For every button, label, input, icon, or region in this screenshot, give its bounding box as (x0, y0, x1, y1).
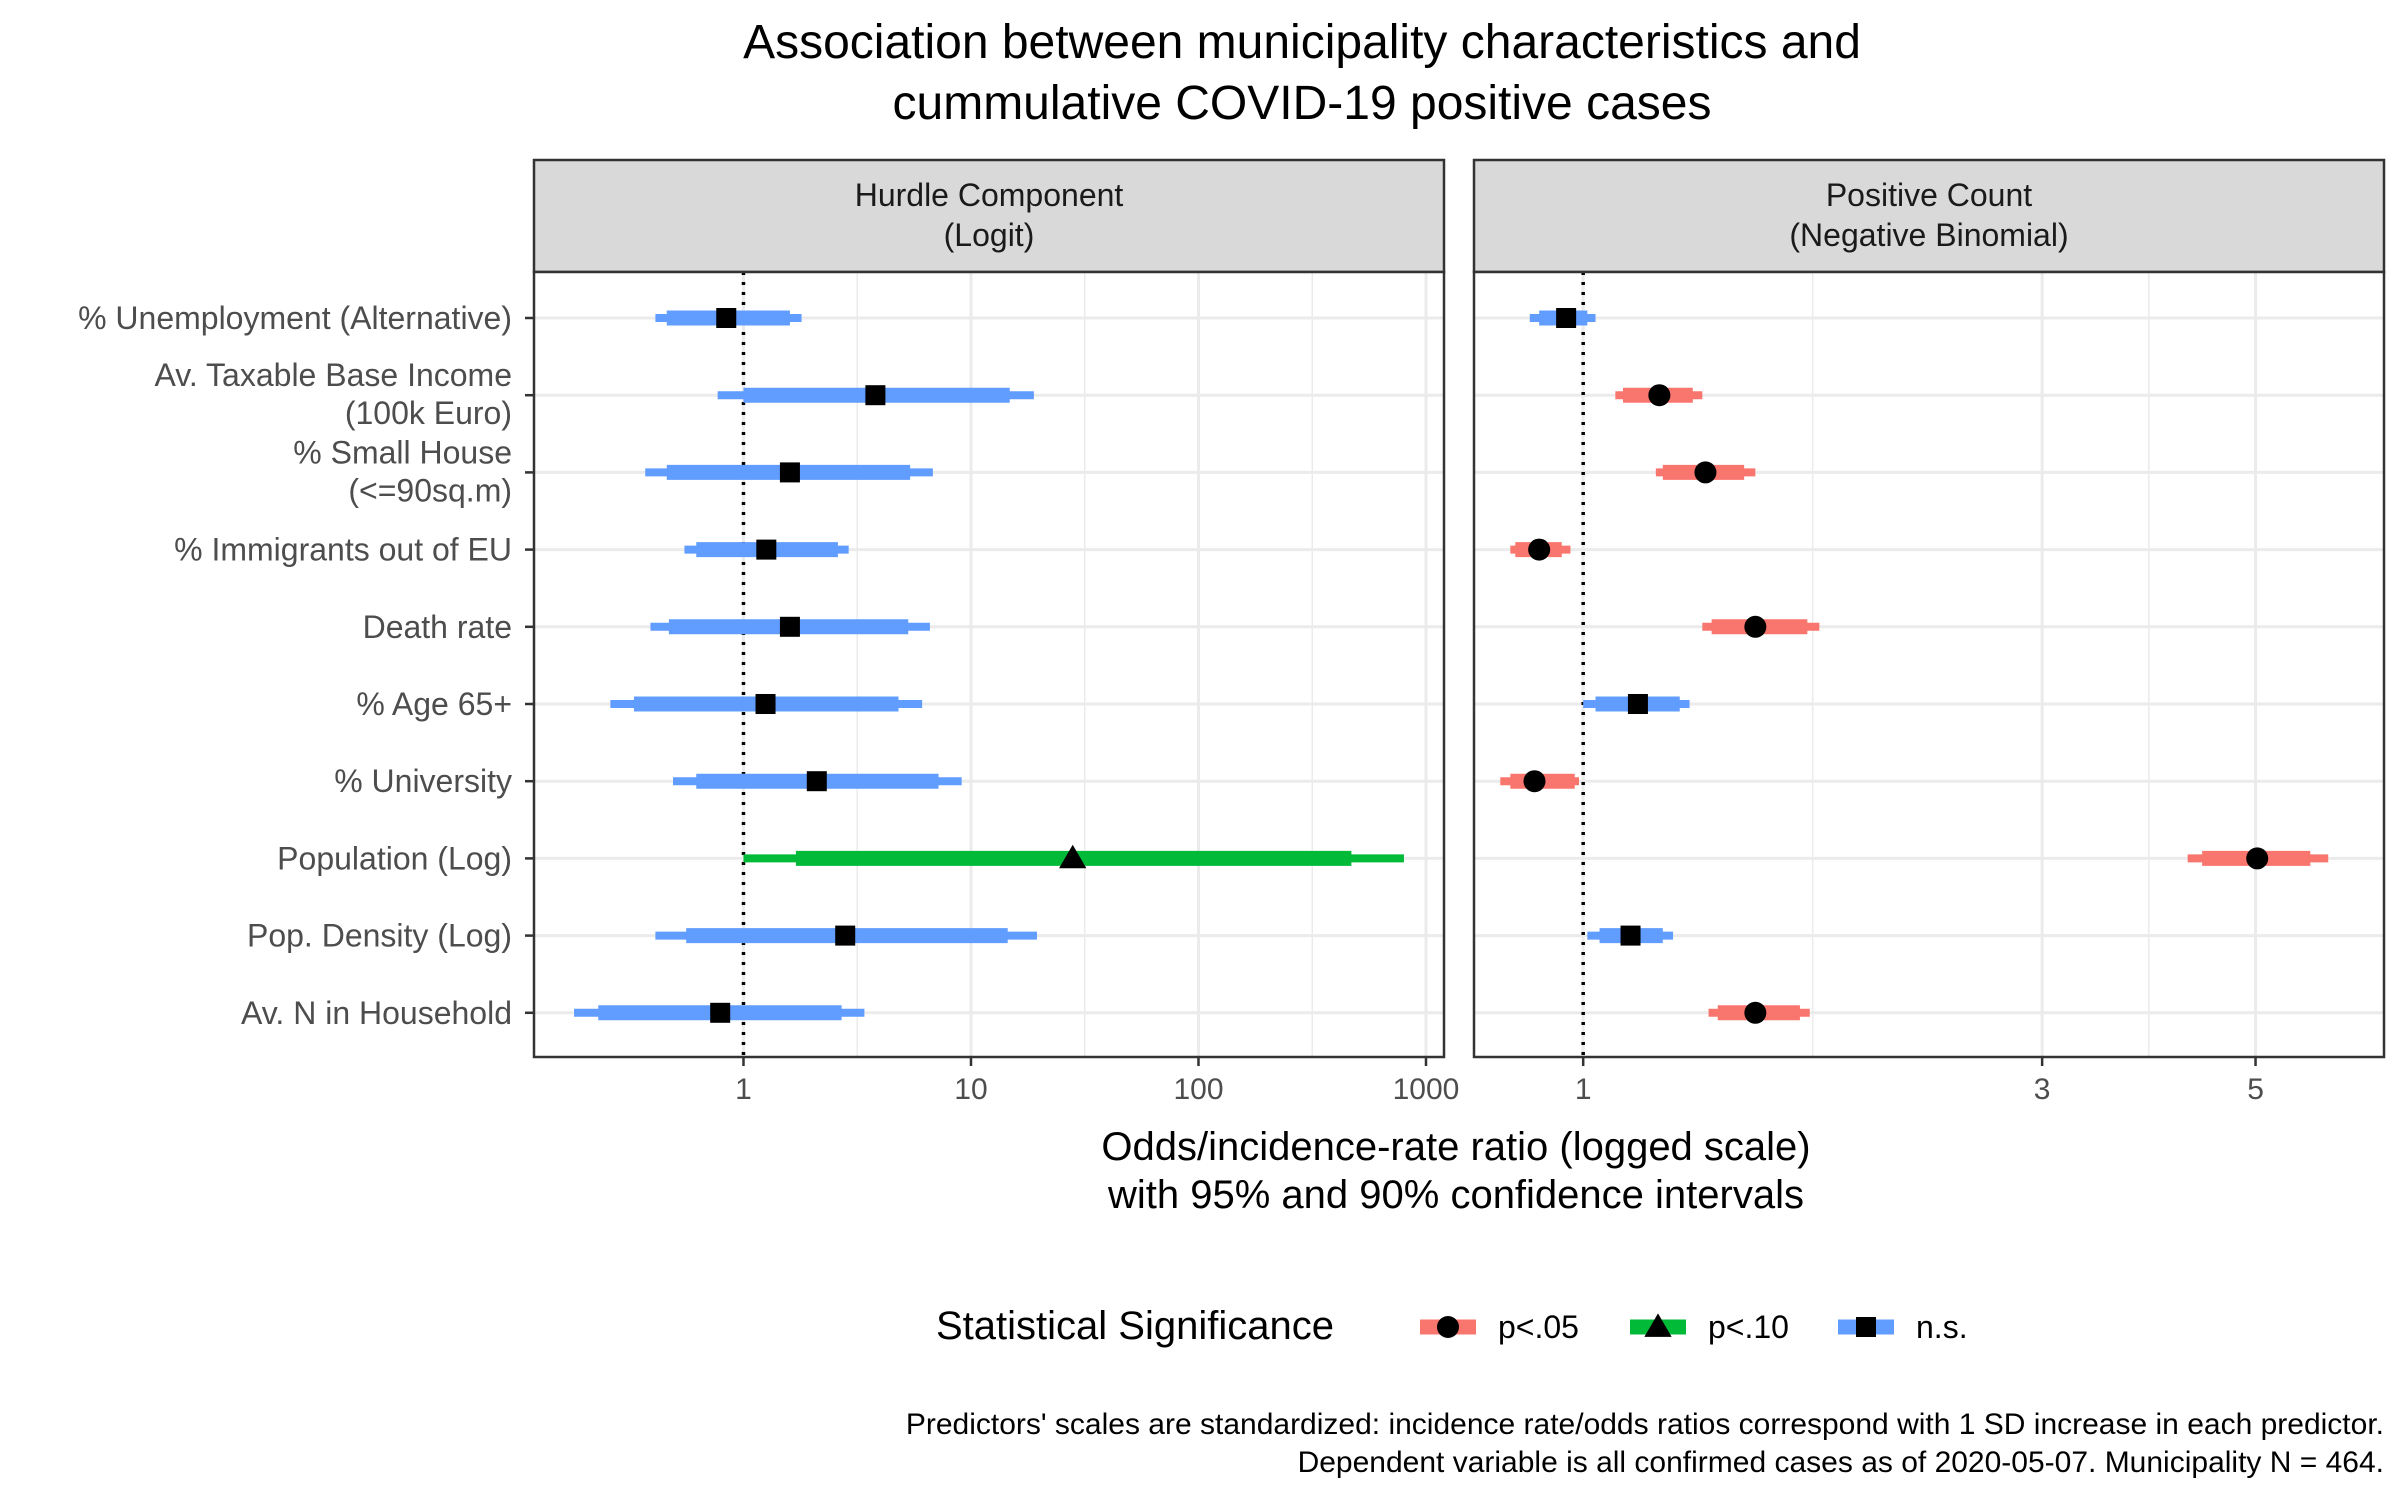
estimate-small-house (645, 462, 933, 483)
x-tick-label: 100 (1173, 1073, 1223, 1106)
legend-label: p<.10 (1708, 1309, 1789, 1345)
facet-strip-label: (Negative Binomial) (1789, 217, 2068, 253)
y-label-age-65: % Age 65+ (356, 686, 512, 722)
legend: Statistical Significance p<.05 p<.10 n.s. (936, 1304, 1968, 1348)
point-estimate (1620, 925, 1641, 946)
legend-item-p10: p<.10 (1630, 1309, 1789, 1345)
x-axis-title-line-1: Odds/incidence-rate ratio (logged scale) (1101, 1125, 1810, 1169)
point-estimate (865, 385, 886, 406)
estimate-av-taxable-base-income (717, 385, 1034, 406)
point-estimate (1648, 384, 1671, 407)
point-estimate (1744, 615, 1767, 638)
y-label-unemployment-alternative: % Unemployment (Alternative) (78, 300, 512, 336)
x-tick-label: 3 (2034, 1073, 2051, 1106)
facet-strip-label: Hurdle Component (855, 177, 1124, 213)
estimate-death-rate (650, 616, 930, 637)
x-tick-label: 1000 (1393, 1073, 1460, 1106)
y-label-small-house: (<=90sq.m) (348, 472, 512, 508)
legend-item-p05: p<.05 (1420, 1309, 1579, 1345)
y-axis-labels: % Unemployment (Alternative) Av. Taxable … (78, 300, 534, 1031)
facet-strip (1472, 158, 2386, 274)
point-estimate (755, 694, 776, 714)
estimate-av-taxable-base-income (1615, 384, 1703, 407)
caption-line-2: Dependent variable is all confirmed case… (1298, 1446, 2384, 1479)
panel-border (1472, 270, 2386, 1059)
y-label-immigrants-out-of-eu: % Immigrants out of EU (174, 532, 512, 568)
y-label-population-log: Population (Log) (277, 840, 512, 876)
estimate-age-65 (1583, 694, 1690, 714)
estimate-university (1500, 770, 1579, 793)
y-label-av-n-in-household: Av. N in Household (241, 995, 512, 1031)
panel-border (532, 270, 1446, 1059)
legend-item-ns: n.s. (1838, 1309, 1968, 1345)
estimate-pop-density-log (1587, 925, 1674, 946)
estimate-population-log (743, 844, 1404, 869)
legend-key-marker (1437, 1316, 1459, 1338)
estimate-av-n-in-household (574, 1002, 865, 1023)
x-tick-label: 1 (735, 1073, 752, 1106)
x-tick-label: 10 (954, 1073, 987, 1106)
estimate-av-n-in-household (1708, 1001, 1810, 1024)
point-estimate (1694, 461, 1717, 484)
x-axis-title-line-2: with 95% and 90% confidence intervals (1107, 1173, 1804, 1217)
legend-key-marker (1644, 1313, 1672, 1337)
y-label-death-rate: Death rate (363, 609, 512, 645)
facet-strip (532, 158, 1446, 274)
chart-title-line-2: cummulative COVID-19 positive cases (893, 77, 1712, 130)
facet-panels: Hurdle Component (Logit) 1 10 100 1000 Positiv… (532, 158, 2386, 1106)
point-estimate (806, 771, 827, 792)
point-estimate (1059, 844, 1087, 869)
legend-key-marker (1856, 1317, 1876, 1337)
estimate-age-65 (610, 694, 923, 714)
estimate-immigrants-out-of-eu (684, 539, 849, 560)
x-tick-label: 1 (1575, 1073, 1592, 1106)
legend-title: Statistical Significance (936, 1304, 1334, 1348)
estimate-pop-density-log (655, 925, 1037, 946)
point-estimate (1556, 308, 1577, 328)
y-label-av-taxable-base-income: Av. Taxable Base Income (154, 357, 512, 393)
panel-hurdle: Hurdle Component (Logit) 1 10 100 1000 (532, 158, 1460, 1106)
y-label-small-house: % Small House (293, 434, 512, 470)
panel-background (534, 272, 1444, 1057)
chart-title-line-1: Association between municipality charact… (743, 16, 1861, 69)
legend-label: p<.05 (1498, 1309, 1579, 1345)
point-estimate (756, 539, 777, 560)
legend-label: n.s. (1916, 1309, 1968, 1345)
estimate-death-rate (1702, 615, 1820, 638)
point-estimate (835, 925, 856, 946)
facet-strip-label: Positive Count (1826, 177, 2032, 213)
point-estimate (779, 616, 800, 637)
y-label-pop-density-log: Pop. Density (Log) (247, 918, 512, 954)
point-estimate (1744, 1001, 1767, 1024)
point-estimate (1523, 770, 1546, 793)
facet-strip-label: (Logit) (944, 217, 1035, 253)
estimate-population-log (2187, 847, 2329, 870)
point-estimate (779, 462, 800, 483)
y-label-av-taxable-base-income: (100k Euro) (345, 395, 512, 431)
estimate-unemployment-alternative (1529, 308, 1596, 328)
panel-count: Positive Count (Negative Binomial) 1 3 5 (1472, 158, 2386, 1106)
point-estimate (1627, 694, 1648, 714)
x-tick-label: 5 (2247, 1073, 2264, 1106)
estimate-unemployment-alternative (655, 308, 802, 328)
point-estimate (710, 1002, 731, 1023)
estimate-immigrants-out-of-eu (1510, 538, 1571, 561)
point-estimate (2246, 847, 2269, 870)
estimate-small-house (1655, 461, 1756, 484)
point-estimate (1528, 538, 1551, 561)
y-label-university: % University (334, 763, 512, 799)
point-estimate (716, 308, 737, 328)
estimate-university (673, 771, 962, 792)
caption-line-1: Predictors' scales are standardized: inc… (906, 1408, 2384, 1441)
